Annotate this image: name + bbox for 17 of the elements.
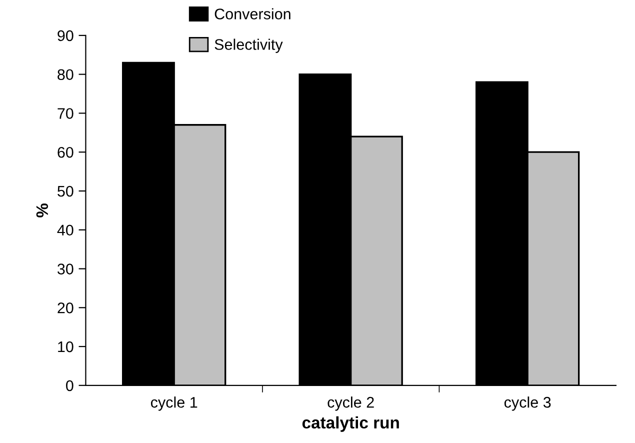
- x-tick-label: cycle 3: [504, 396, 551, 411]
- y-tick-label: 30: [58, 264, 74, 274]
- y-tick-label: 20: [58, 302, 74, 314]
- y-tick-label: 0: [66, 380, 74, 392]
- y-axis-title: %: [36, 203, 48, 218]
- x-axis-title: catalytic run: [302, 416, 399, 432]
- x-tick-label: cycle 1: [150, 396, 198, 411]
- y-tick-label: 10: [58, 341, 74, 352]
- x-tick-label: cycle 2: [328, 396, 374, 411]
- y-tick-label: 70: [58, 108, 74, 119]
- y-tick-label: 50: [58, 186, 74, 197]
- y-tick-label: 60: [58, 146, 74, 158]
- legend-label: Conversion: [214, 8, 290, 20]
- y-tick-label: 80: [58, 69, 74, 80]
- legend-label: Selectivity: [214, 38, 283, 53]
- y-tick-label: 90: [58, 30, 74, 42]
- y-tick-label: 40: [57, 224, 74, 236]
